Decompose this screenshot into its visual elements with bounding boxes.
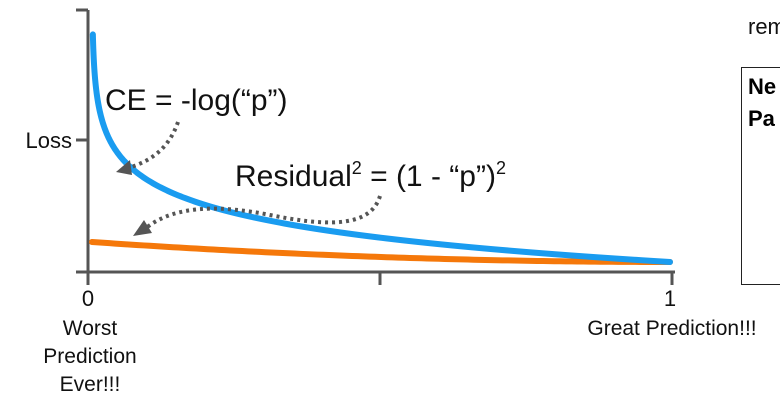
- worst-caption-line-2: Prediction: [43, 345, 136, 368]
- residual-squared-label: Residual2 = (1 - “p”)2: [235, 158, 506, 193]
- cross-entropy-arrow: [127, 121, 180, 170]
- residual-label-main: Residual: [235, 160, 352, 193]
- residual-arrow: [144, 195, 382, 230]
- residual-squared-curve: [89, 239, 673, 265]
- worst-caption-line-3: Ever!!!: [60, 373, 121, 396]
- residual-arrowhead: [133, 220, 152, 236]
- side-cut-text: rem: [748, 14, 780, 39]
- cross-entropy-label: CE = -log(“p”): [105, 84, 288, 117]
- side-panel-line-1: Ne: [748, 74, 777, 99]
- great-prediction-caption: Great Prediction!!!: [587, 317, 756, 340]
- residual-label-sup2: 2: [496, 158, 506, 178]
- worst-caption-line-1: Worst: [63, 317, 118, 340]
- x-tick-label-0: 0: [82, 286, 94, 311]
- x-tick-label-1: 1: [664, 286, 676, 311]
- side-panel-line-2: Pa: [748, 106, 775, 131]
- cross-entropy-curve: [89, 31, 673, 265]
- cross-entropy-arrowhead: [116, 160, 132, 175]
- side-panel-box: [741, 67, 780, 285]
- y-axis-label: Loss: [26, 128, 72, 153]
- residual-label-sup: 2: [352, 158, 362, 178]
- residual-label-rest: = (1 - “p”): [362, 160, 496, 193]
